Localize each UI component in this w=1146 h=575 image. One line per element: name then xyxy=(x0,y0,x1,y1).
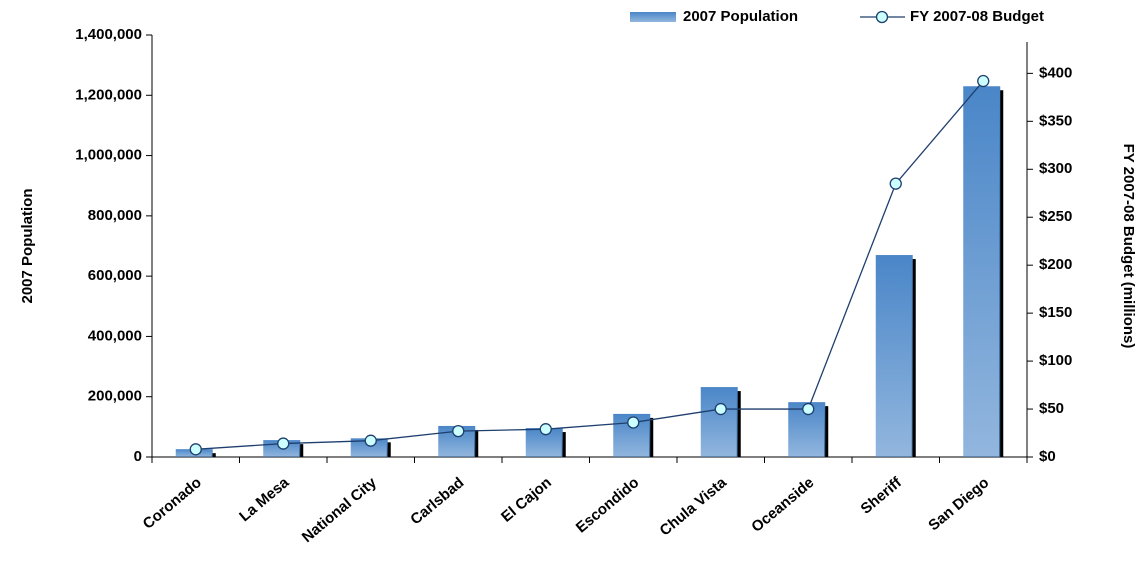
bar-shadow xyxy=(824,406,829,457)
x-tick-label: National City xyxy=(299,474,381,546)
budget-marker xyxy=(627,416,640,429)
legend-marker xyxy=(875,10,889,24)
bar xyxy=(963,86,1001,457)
x-tick-label: Coronado xyxy=(140,474,205,533)
y2-tick-label: $300 xyxy=(1039,160,1072,177)
budget-marker xyxy=(889,177,902,190)
legend-label: 2007 Population xyxy=(683,8,798,25)
bar-shadow xyxy=(561,432,566,457)
y2-tick-label: $50 xyxy=(1039,400,1064,417)
x-tick-label: El Cajon xyxy=(498,474,555,526)
y2-tick-label: $200 xyxy=(1039,256,1072,273)
bar-shadow xyxy=(736,391,741,457)
x-tick-label: La Mesa xyxy=(236,474,293,525)
y-tick-label: 1,400,000 xyxy=(75,26,142,43)
budget-marker xyxy=(189,443,202,456)
y-axis-title: 2007 Population xyxy=(19,188,36,303)
y2-tick-label: $0 xyxy=(1039,448,1056,465)
bar xyxy=(700,387,738,457)
budget-marker xyxy=(714,402,727,416)
x-tick-label: Carlsbad xyxy=(407,474,467,528)
y2-tick-label: $100 xyxy=(1039,352,1072,369)
y-tick-label: 1,200,000 xyxy=(75,86,142,103)
budget-marker xyxy=(277,437,290,450)
y-tick-label: 800,000 xyxy=(88,207,142,224)
y2-axis-title: FY 2007-08 Budget (millions) xyxy=(1120,144,1137,349)
bar-shadow xyxy=(211,453,216,457)
x-tick-label: Chula Vista xyxy=(657,474,731,540)
budget-marker xyxy=(977,74,990,88)
legend-label: FY 2007-08 Budget xyxy=(910,8,1044,25)
y2-tick-label: $400 xyxy=(1039,64,1072,81)
y-tick-label: 600,000 xyxy=(88,267,142,284)
bar xyxy=(350,438,388,457)
x-tick-label: Escondido xyxy=(573,474,643,536)
y-tick-label: 0 xyxy=(134,448,142,465)
bar-shadow xyxy=(474,429,479,457)
y-tick-label: 400,000 xyxy=(88,327,142,344)
bar-shadow xyxy=(649,417,654,457)
bar-shadow xyxy=(999,90,1004,457)
budget-line xyxy=(195,80,984,450)
bar-shadow xyxy=(911,259,916,457)
bar xyxy=(875,255,913,457)
x-tick-label: San Diego xyxy=(925,474,992,534)
y2-tick-label: $150 xyxy=(1039,304,1072,321)
budget-marker xyxy=(802,402,815,416)
x-tick-label: Oceanside xyxy=(748,474,817,536)
budget-marker xyxy=(364,434,377,447)
legend-swatch xyxy=(630,12,676,22)
y-tick-label: 200,000 xyxy=(88,388,142,405)
y-tick-label: 1,000,000 xyxy=(75,147,142,164)
bar-shadow xyxy=(386,442,391,457)
y2-tick-label: $350 xyxy=(1039,112,1072,129)
y2-tick-label: $250 xyxy=(1039,208,1072,225)
bar-shadow xyxy=(299,444,304,457)
x-tick-label: Sheriff xyxy=(858,473,906,517)
budget-marker xyxy=(539,423,552,436)
budget-marker xyxy=(452,424,465,438)
